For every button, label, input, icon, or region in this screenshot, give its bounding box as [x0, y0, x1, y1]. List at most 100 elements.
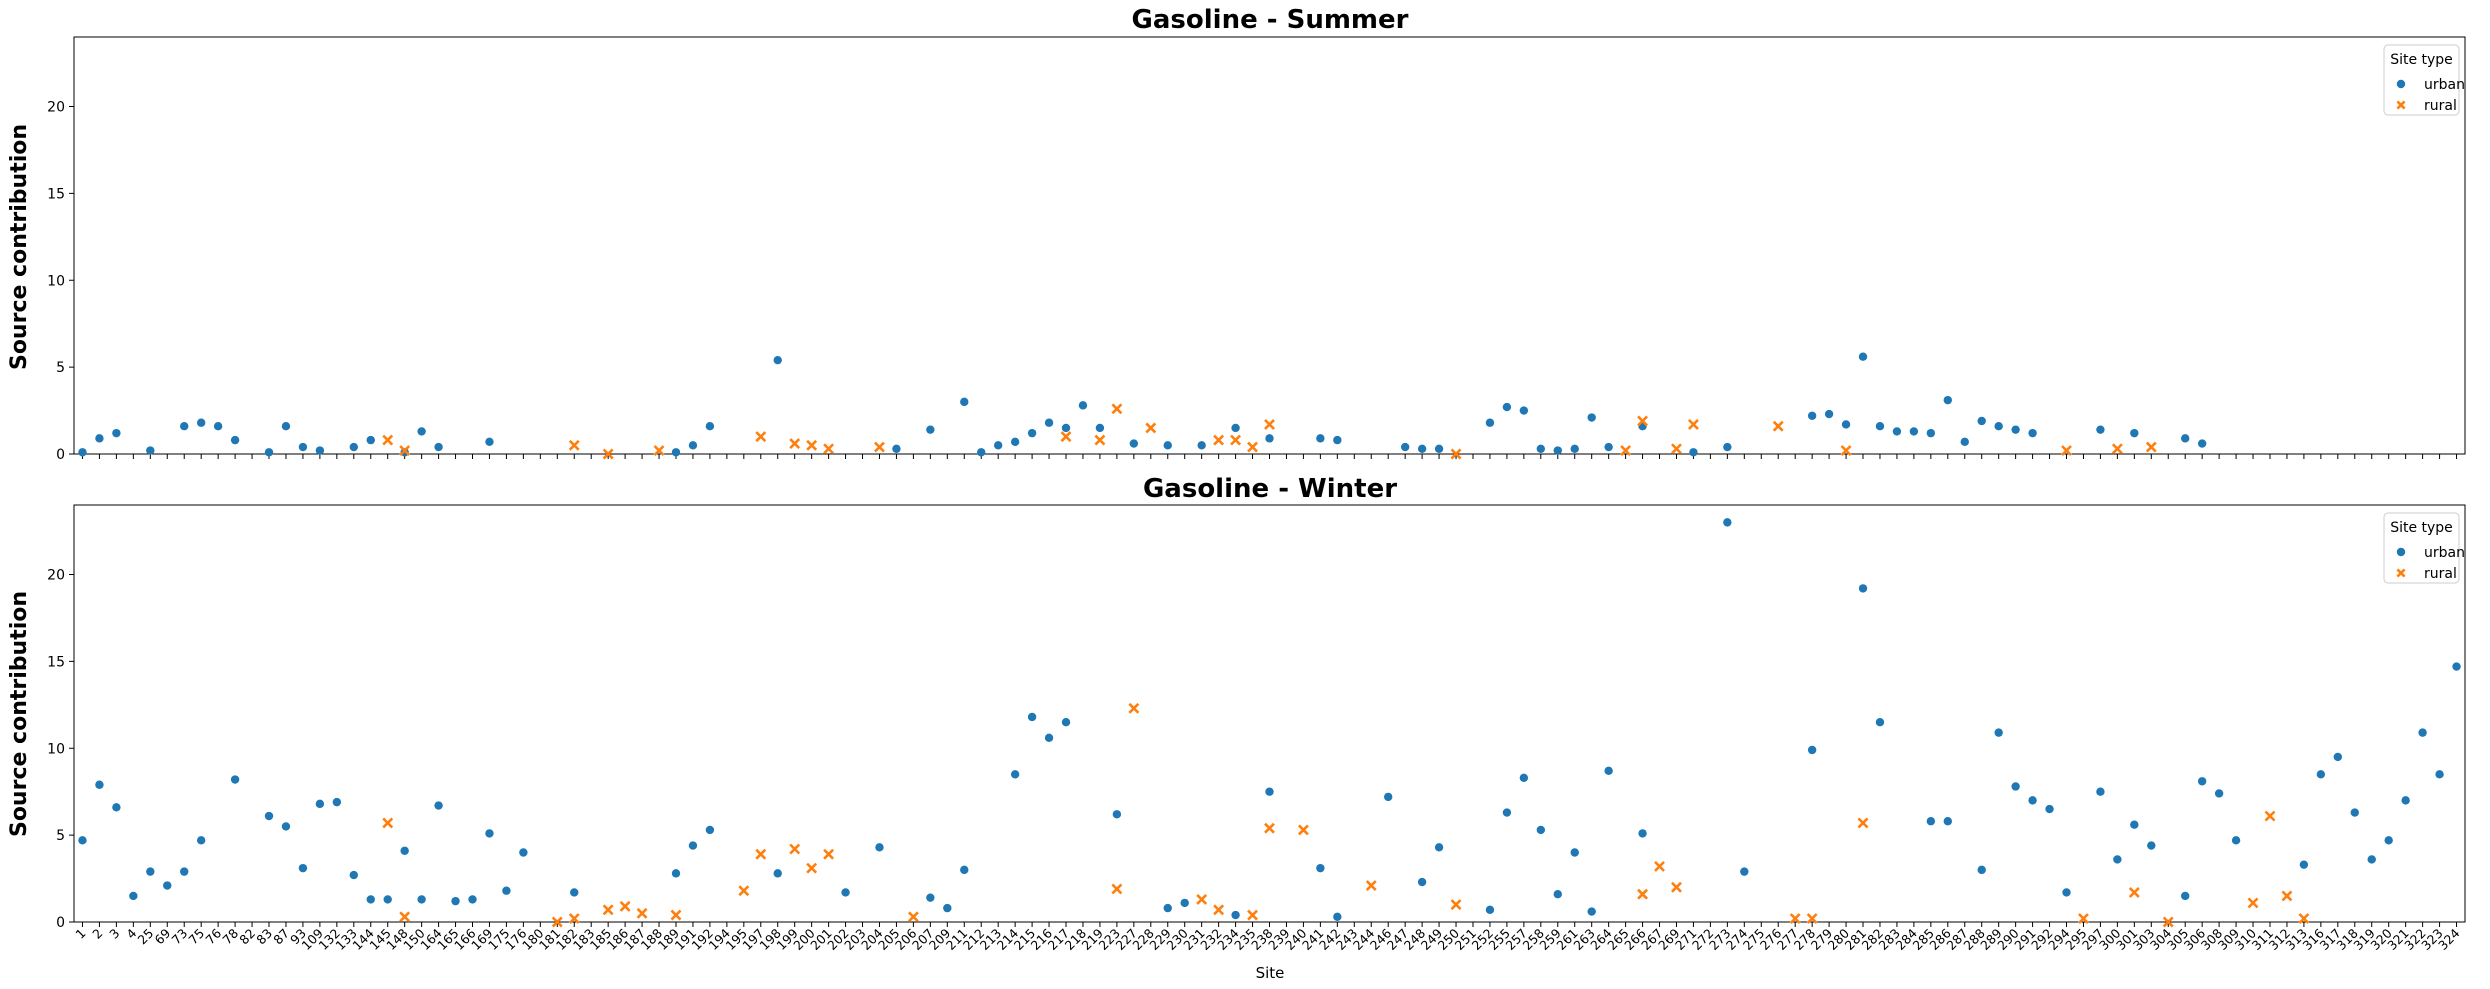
point-urban: [1570, 848, 1579, 857]
point-urban: [2401, 796, 2410, 805]
point-rural: [789, 843, 801, 855]
point-rural: [1365, 880, 1377, 891]
point-urban: [570, 888, 579, 897]
y-tick-label: 10: [47, 273, 65, 289]
point-rural: [789, 438, 801, 450]
point-urban: [230, 435, 240, 445]
point-rural: [1264, 419, 1275, 430]
point-urban: [1977, 865, 1986, 875]
point-rural: [806, 862, 818, 874]
point-rural: [1111, 403, 1123, 415]
point-urban: [112, 428, 121, 438]
legend-title: Site type: [2390, 520, 2453, 536]
x-tick-label: 1: [72, 926, 88, 942]
point-urban: [1909, 427, 1919, 436]
point-urban: [298, 863, 308, 873]
point-urban: [417, 895, 426, 904]
legend-box: [2383, 512, 2460, 584]
point-urban: [1926, 428, 1936, 438]
point-urban: [1553, 446, 1562, 455]
point-rural: [568, 913, 580, 924]
legend-winter: Site type urban rural: [2383, 512, 2465, 584]
point-urban: [2028, 796, 2037, 805]
point-urban: [2384, 836, 2393, 845]
point-urban: [1265, 434, 1274, 443]
point-urban: [2028, 428, 2037, 438]
point-urban: [1010, 770, 1020, 779]
point-urban: [78, 836, 87, 845]
point-urban: [1926, 817, 1936, 826]
point-urban: [1824, 409, 1834, 419]
point-rural: [1637, 415, 1648, 427]
point-urban: [1061, 717, 1071, 727]
axes-frame: [73, 36, 2466, 455]
point-urban: [1197, 441, 1206, 450]
chart-title-winter: Gasoline - Winter: [1143, 474, 1397, 504]
point-urban: [875, 843, 884, 852]
point-urban: [180, 867, 189, 876]
point-urban: [1943, 395, 1952, 405]
point-rural: [1213, 904, 1225, 916]
point-rural: [1450, 448, 1462, 460]
point-urban: [230, 775, 240, 784]
point-urban: [2062, 888, 2071, 897]
point-rural: [1688, 419, 1699, 430]
point-urban: [298, 442, 308, 452]
point-urban: [349, 870, 358, 880]
point-urban: [2299, 860, 2309, 869]
point-urban: [1587, 907, 1596, 916]
point-rural: [2247, 897, 2259, 909]
point-urban: [1587, 413, 1596, 422]
point-urban: [2197, 777, 2207, 786]
point-urban: [1434, 843, 1444, 852]
point-urban: [2316, 770, 2326, 779]
point-urban: [281, 422, 291, 431]
point-rural: [636, 907, 648, 919]
point-urban: [960, 397, 969, 407]
point-rural: [382, 817, 394, 829]
point-urban: [129, 891, 138, 901]
legend-box: [2383, 44, 2460, 116]
point-urban: [671, 448, 681, 457]
point-urban: [705, 825, 715, 835]
point-urban: [1723, 518, 1732, 527]
point-urban: [1570, 444, 1579, 453]
point-urban: [1333, 435, 1342, 445]
legend-marker-rural: [2396, 568, 2406, 578]
point-urban: [1384, 792, 1393, 802]
point-urban: [960, 865, 969, 875]
point-rural: [1264, 822, 1275, 834]
point-urban: [773, 355, 782, 365]
point-urban: [1519, 406, 1529, 415]
point-urban: [1841, 420, 1851, 429]
point-urban: [146, 867, 155, 876]
point-rural: [1671, 881, 1682, 893]
point-urban: [78, 448, 87, 457]
legend-marker-rural: [2396, 100, 2406, 110]
point-urban: [705, 422, 715, 431]
point-urban: [1061, 423, 1071, 433]
point-urban: [977, 448, 986, 457]
y-tick-label: 0: [56, 447, 65, 463]
point-urban: [1316, 434, 1325, 443]
point-urban: [993, 441, 1003, 450]
point-urban: [1163, 903, 1172, 913]
point-urban: [2045, 804, 2054, 814]
point-urban: [315, 446, 325, 455]
point-urban: [264, 811, 274, 821]
point-urban: [1434, 444, 1444, 453]
legend-label-urban: urban: [2424, 545, 2465, 561]
point-urban: [2011, 425, 2020, 434]
point-rural: [2264, 810, 2276, 822]
point-rural: [399, 445, 411, 456]
point-rural: [568, 439, 580, 451]
point-urban: [1604, 766, 1613, 776]
point-urban: [2096, 787, 2105, 796]
point-urban: [180, 422, 189, 431]
y-tick-label: 5: [56, 828, 65, 844]
point-urban: [1417, 877, 1427, 887]
point-rural: [1772, 420, 1784, 432]
point-rural: [1230, 434, 1242, 446]
point-rural: [1111, 883, 1123, 895]
point-rural: [1247, 909, 1258, 921]
